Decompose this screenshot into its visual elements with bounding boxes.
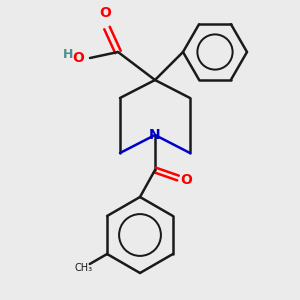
Text: O: O [180,173,192,187]
Text: CH₃: CH₃ [75,263,93,273]
Text: O: O [99,6,111,20]
Text: N: N [149,128,161,142]
Text: O: O [72,51,84,65]
Text: H: H [63,47,73,61]
